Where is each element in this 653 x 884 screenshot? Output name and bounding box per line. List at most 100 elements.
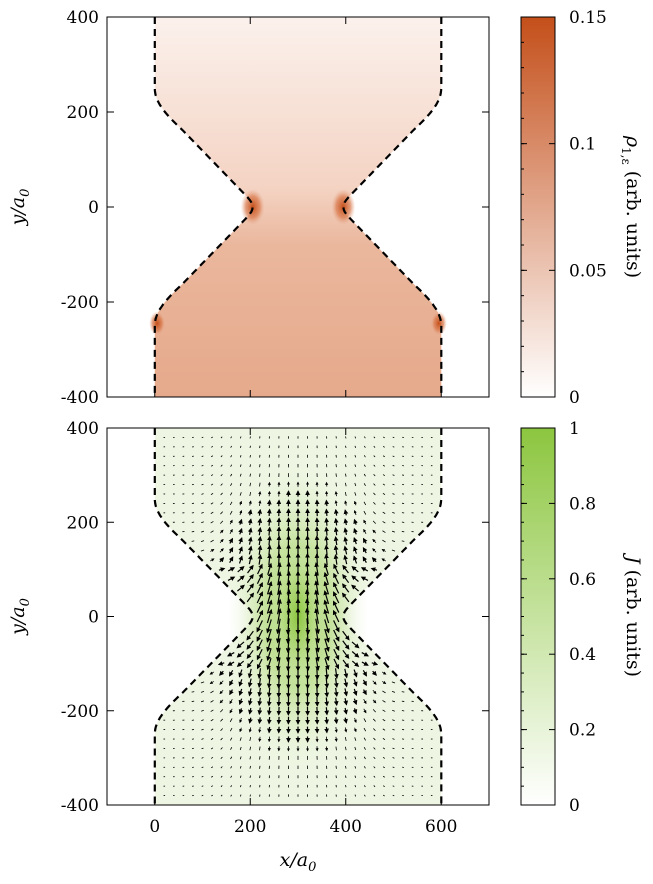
- current-arrow: [392, 738, 395, 740]
- current-arrow: [266, 687, 272, 698]
- current-arrow: [324, 717, 329, 725]
- current-arrow: [334, 491, 338, 497]
- current-arrow: [333, 508, 339, 516]
- current-arrow: [392, 521, 395, 524]
- current-arrow: [345, 765, 347, 769]
- current-arrow: [220, 445, 223, 448]
- current-arrow: [353, 669, 358, 678]
- current-arrow: [354, 775, 357, 778]
- hotspot-1: [331, 189, 356, 225]
- current-arrow: [343, 554, 348, 565]
- current-arrow: [210, 521, 214, 524]
- x-tick-label: 400: [330, 817, 362, 837]
- current-arrow: [354, 482, 357, 487]
- current-arrow: [257, 563, 263, 575]
- current-arrow: [220, 728, 223, 731]
- current-arrow: [382, 700, 386, 703]
- current-arrow: [200, 540, 205, 542]
- current-arrow: [333, 639, 340, 652]
- y-axis-label-bottom: y/a0: [7, 598, 33, 636]
- current-arrow: [333, 658, 340, 670]
- current-arrow: [382, 747, 386, 750]
- current-arrow: [200, 530, 205, 533]
- current-arrow: [210, 502, 214, 505]
- current-arrow: [373, 785, 376, 788]
- current-arrow: [210, 464, 214, 467]
- current-arrow: [353, 509, 357, 516]
- current-arrow: [392, 455, 395, 457]
- current-arrow: [371, 557, 377, 563]
- current-arrow: [211, 785, 214, 787]
- current-arrow: [239, 737, 242, 741]
- current-arrow: [258, 491, 262, 497]
- current-arrow: [256, 639, 263, 652]
- y-tick-label: 0: [88, 198, 99, 218]
- current-arrow: [364, 445, 366, 448]
- current-arrow: [314, 677, 320, 689]
- current-arrow: [200, 549, 205, 552]
- current-arrow: [229, 519, 233, 525]
- current-arrow: [256, 572, 263, 585]
- current-arrow: [363, 492, 366, 496]
- current-arrow: [277, 589, 282, 605]
- current-arrow: [372, 529, 377, 534]
- current-arrow: [332, 600, 340, 613]
- current-arrow: [333, 554, 339, 565]
- current-arrow: [229, 708, 233, 714]
- current-arrow: [333, 668, 339, 679]
- current-arrow: [371, 670, 377, 676]
- x-ticks-bottom: 0 200 400 600: [149, 428, 457, 837]
- current-arrow: [200, 700, 205, 703]
- current-arrow: [392, 794, 395, 797]
- current-arrow: [249, 736, 252, 742]
- current-arrow: [333, 581, 340, 594]
- current-arrow: [201, 728, 204, 731]
- current-arrow: [257, 697, 263, 707]
- colorbar-rho-scale: [520, 16, 556, 398]
- current-arrow: [373, 728, 376, 731]
- current-arrow: [382, 539, 386, 543]
- current-arrow: [209, 671, 215, 675]
- current-arrow: [334, 736, 338, 742]
- current-arrow: [382, 530, 386, 533]
- current-arrow: [276, 677, 282, 689]
- current-arrow: [343, 698, 349, 706]
- current-arrow: [257, 668, 263, 679]
- current-arrow: [382, 502, 386, 505]
- current-arrow: [229, 727, 233, 732]
- current-arrow: [227, 576, 236, 581]
- y-tick-label: 400: [67, 419, 99, 439]
- colorbar-rho-ticks: 0.15 0.1 0.05 0: [521, 8, 607, 408]
- current-arrow: [266, 517, 272, 526]
- y-ticks-top: 400 200 0 -200 -400: [61, 8, 489, 408]
- current-arrow: [230, 464, 233, 467]
- current-arrow: [353, 527, 358, 535]
- current-arrow: [227, 652, 235, 657]
- cb-tick-label: 0.4: [569, 645, 596, 665]
- y-tick-label: 200: [67, 513, 99, 533]
- current-arrow: [392, 719, 395, 721]
- current-arrow: [335, 746, 337, 751]
- current-arrow: [210, 756, 214, 759]
- current-arrow: [373, 794, 376, 797]
- current-arrow: [392, 502, 395, 505]
- current-arrow: [342, 649, 350, 660]
- current-arrow: [353, 518, 358, 525]
- current-arrow: [333, 707, 339, 716]
- current-arrow: [286, 598, 292, 615]
- current-arrow: [210, 492, 214, 495]
- current-arrow: [201, 785, 204, 787]
- current-arrow: [333, 544, 339, 555]
- current-arrow: [382, 521, 386, 524]
- current-arrow: [324, 697, 330, 707]
- current-arrow: [334, 500, 338, 506]
- current-arrow: [256, 620, 263, 633]
- current-arrow: [237, 575, 245, 582]
- current-arrow: [354, 473, 357, 477]
- current-arrow: [201, 446, 204, 448]
- current-arrow: [239, 482, 242, 487]
- current-arrow: [333, 526, 339, 536]
- panel-bottom: 400 200 0 -200 -400 0 200 400 600 y/a0 x/a0: [7, 419, 490, 875]
- current-arrow: [392, 785, 395, 787]
- current-arrow: [334, 727, 338, 733]
